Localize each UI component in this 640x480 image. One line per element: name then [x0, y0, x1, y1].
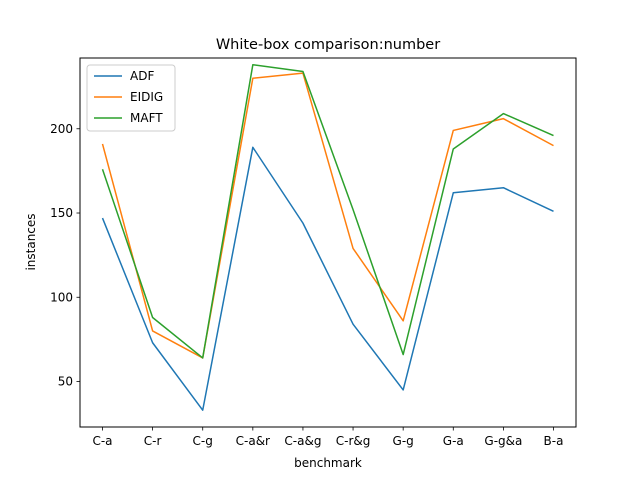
y-tick-label: 100: [50, 290, 73, 304]
legend: ADF EIDIG MAFT: [86, 64, 176, 132]
series-line-maft: [101, 63, 554, 359]
x-tick-label: C-a: [92, 434, 112, 448]
legend-label-maft: MAFT: [130, 111, 163, 125]
x-tick-label: G-a: [443, 434, 464, 448]
x-tick-label: B-a: [544, 434, 564, 448]
plot-frame: [79, 57, 577, 428]
x-tick-label: C-r&g: [336, 434, 371, 448]
series-line-eidig: [101, 72, 554, 359]
chart-title: White-box comparison:number: [216, 37, 440, 53]
y-tick-label: 50: [58, 375, 73, 389]
x-tick-label: G-g: [393, 434, 414, 448]
x-axis: C-a C-r C-g C-a&r C-a&g C-r&g G-g G-a G-g&a B-a: [92, 427, 563, 448]
plot-area: [101, 63, 554, 411]
y-tick-label: 200: [50, 122, 73, 136]
x-tick-label: C-a&r: [236, 434, 270, 448]
y-axis-label: instances: [24, 213, 38, 270]
x-tick-label: C-g: [193, 434, 213, 448]
x-axis-label: benchmark: [294, 456, 362, 470]
x-tick-label: G-g&a: [484, 434, 522, 448]
legend-box: [86, 64, 176, 132]
series-line-adf: [101, 146, 554, 411]
legend-label-adf: ADF: [130, 69, 154, 83]
legend-label-eidig: EIDIG: [130, 90, 163, 104]
x-tick-label: C-a&g: [284, 434, 321, 448]
y-axis: 50 100 150 200: [50, 122, 80, 389]
x-tick-label: C-r: [144, 434, 162, 448]
y-tick-label: 150: [50, 206, 73, 220]
